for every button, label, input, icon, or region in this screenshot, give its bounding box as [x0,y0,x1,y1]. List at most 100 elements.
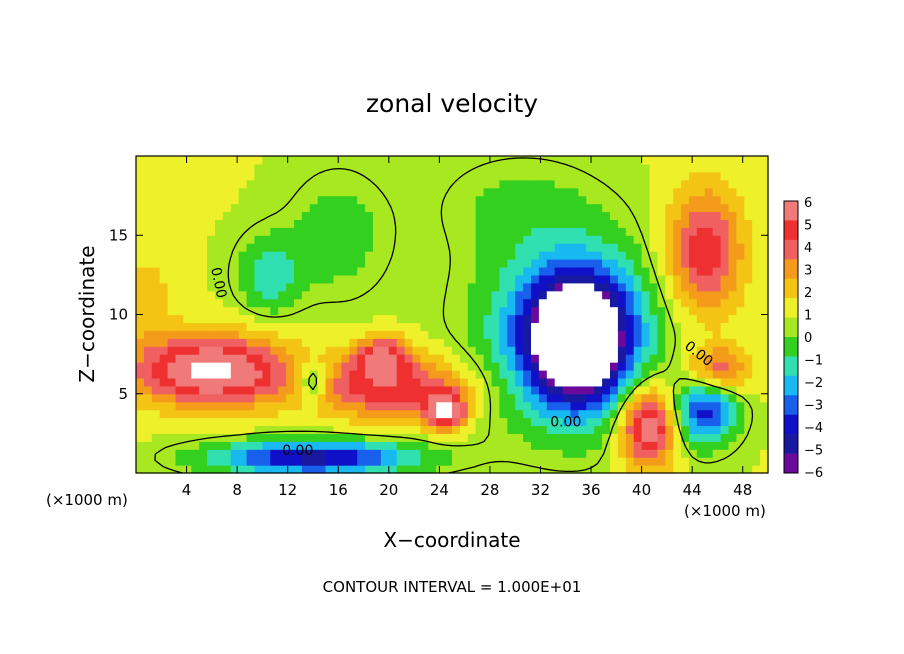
heatmap-cell [649,259,658,268]
heatmap-cell [159,314,169,324]
heatmap-cell [633,465,643,474]
heatmap-cell [412,377,421,387]
heatmap-cell [720,156,730,165]
heatmap-cell [151,417,161,427]
heatmap-cell [452,449,461,458]
heatmap-cell [515,282,524,292]
heatmap-cell [238,457,248,466]
heatmap-cell [531,425,540,434]
heatmap-cell [136,369,145,379]
heatmap-cell [523,259,532,268]
heatmap-cell [199,457,208,466]
heatmap-cell [625,330,635,339]
heatmap-cell [459,322,469,331]
heatmap-cell [238,266,248,276]
heatmap-cell [523,457,532,466]
heatmap-cell [475,171,485,181]
heatmap-cell [420,354,429,363]
heatmap-cell [562,385,572,395]
heatmap-cell [365,171,374,181]
heatmap-cell [752,274,761,284]
heatmap-cell [625,322,635,331]
heatmap-cell [499,409,508,419]
heatmap-cell [286,306,295,316]
heatmap-cell [215,369,224,379]
heatmap-cell [681,425,690,434]
heatmap-cell [475,298,485,308]
heatmap-cell [380,179,390,189]
heatmap-cell [475,362,485,371]
heatmap-cell [286,298,295,308]
heatmap-cell [238,251,248,260]
heatmap-cell [207,163,216,173]
heatmap-cell [728,338,737,347]
heatmap-cell [404,441,414,450]
heatmap-cell [633,409,643,419]
heatmap-cell [404,179,414,189]
heatmap-cell [578,282,587,292]
heatmap-cell [538,195,548,205]
heatmap-cell [594,314,603,324]
heatmap-cell [744,266,753,276]
heatmap-cell [681,282,690,292]
heatmap-cell [262,425,271,434]
heatmap-cell [159,465,169,474]
heatmap-cell [649,298,658,308]
heatmap-cell [412,243,421,252]
heatmap-cell [428,203,437,213]
heatmap-cell [531,219,540,228]
heatmap-cell [499,163,508,173]
heatmap-cell [625,203,635,213]
heatmap-cell [278,251,287,260]
heatmap-cell [428,457,437,466]
heatmap-cell [625,298,635,308]
heatmap-cell [728,203,737,213]
heatmap-cell [546,274,556,284]
heatmap-cell [602,401,611,411]
heatmap-cell [151,235,161,244]
heatmap-cell [199,385,208,395]
heatmap-cell [760,354,769,363]
heatmap-cell [270,409,279,419]
colorbar-label: −1 [804,354,823,369]
heatmap-cell [617,203,627,213]
heatmap-cell [215,322,224,331]
heatmap-cell [420,219,429,228]
heatmap-cell [459,156,469,165]
heatmap-cell [625,425,635,434]
heatmap-cell [151,298,161,308]
heatmap-cell [215,338,224,347]
heatmap-cell [294,441,303,450]
heatmap-cell [452,195,461,205]
heatmap-cell [712,203,722,213]
heatmap-cell [183,330,192,339]
heatmap-cell [444,219,453,228]
heatmap-cell [286,377,295,387]
heatmap-cell [467,457,477,466]
heatmap-cell [380,441,390,450]
colorbar-label: −2 [804,376,823,391]
heatmap-cell [689,322,698,331]
heatmap-cell [483,274,493,284]
heatmap-cell [641,298,651,308]
heatmap-cell [317,219,327,228]
heatmap-cell [696,417,706,427]
heatmap-cell [238,393,248,403]
heatmap-cell [665,369,674,379]
heatmap-cell [380,156,390,165]
heatmap-cell [294,259,303,268]
heatmap-cell [215,266,224,276]
heatmap-cell [696,322,706,331]
heatmap-cell [459,401,469,411]
heatmap-cell [143,235,153,244]
heatmap-cell [436,219,445,228]
heatmap-cell [175,235,184,244]
heatmap-cell [207,377,216,387]
heatmap-cell [649,465,658,474]
heatmap-cell [183,211,192,221]
heatmap-cell [159,457,169,466]
heatmap-cell [380,417,390,427]
heatmap-cell [673,306,682,316]
heatmap-cell [681,211,690,221]
heatmap-cell [143,385,153,395]
